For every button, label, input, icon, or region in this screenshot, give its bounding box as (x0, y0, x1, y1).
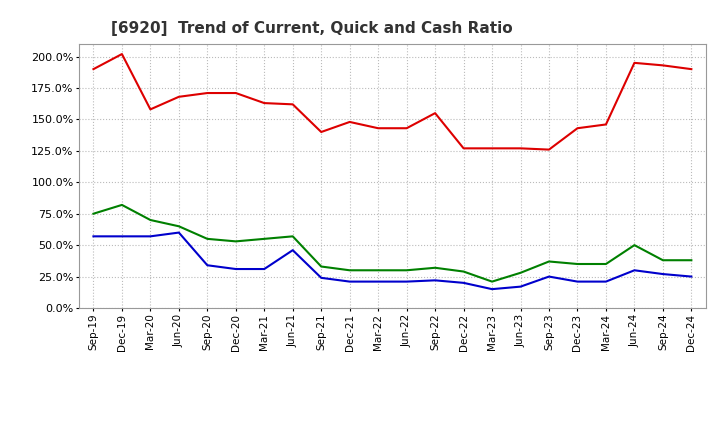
Line: Current Ratio: Current Ratio (94, 54, 691, 150)
Cash Ratio (687, 274, 696, 279)
Quick Ratio (602, 261, 611, 267)
Quick Ratio (431, 265, 439, 271)
Cash Ratio (346, 279, 354, 284)
Current Ratio (146, 107, 155, 112)
Cash Ratio (117, 234, 126, 239)
Cash Ratio (203, 263, 212, 268)
Quick Ratio (203, 236, 212, 242)
Quick Ratio (573, 261, 582, 267)
Current Ratio (232, 90, 240, 95)
Quick Ratio (317, 264, 325, 269)
Cash Ratio (516, 284, 525, 289)
Cash Ratio (317, 275, 325, 280)
Cash Ratio (89, 234, 98, 239)
Current Ratio (289, 102, 297, 107)
Cash Ratio (260, 266, 269, 271)
Quick Ratio (174, 224, 183, 229)
Cash Ratio (232, 266, 240, 271)
Cash Ratio (573, 279, 582, 284)
Quick Ratio (659, 257, 667, 263)
Cash Ratio (402, 279, 411, 284)
Quick Ratio (146, 217, 155, 223)
Quick Ratio (117, 202, 126, 208)
Current Ratio (545, 147, 554, 152)
Current Ratio (317, 129, 325, 135)
Quick Ratio (487, 279, 496, 284)
Cash Ratio (630, 268, 639, 273)
Current Ratio (402, 125, 411, 131)
Quick Ratio (687, 257, 696, 263)
Current Ratio (374, 125, 382, 131)
Line: Cash Ratio: Cash Ratio (94, 233, 691, 289)
Current Ratio (516, 146, 525, 151)
Current Ratio (687, 66, 696, 72)
Current Ratio (260, 100, 269, 106)
Quick Ratio (402, 268, 411, 273)
Current Ratio (174, 94, 183, 99)
Quick Ratio (516, 270, 525, 275)
Cash Ratio (174, 230, 183, 235)
Cash Ratio (146, 234, 155, 239)
Cash Ratio (659, 271, 667, 277)
Current Ratio (602, 122, 611, 127)
Quick Ratio (89, 211, 98, 216)
Quick Ratio (289, 234, 297, 239)
Current Ratio (659, 63, 667, 68)
Cash Ratio (545, 274, 554, 279)
Current Ratio (487, 146, 496, 151)
Cash Ratio (431, 278, 439, 283)
Line: Quick Ratio: Quick Ratio (94, 205, 691, 282)
Current Ratio (630, 60, 639, 66)
Quick Ratio (374, 268, 382, 273)
Current Ratio (346, 119, 354, 125)
Quick Ratio (459, 269, 468, 274)
Quick Ratio (346, 268, 354, 273)
Quick Ratio (232, 239, 240, 244)
Current Ratio (117, 51, 126, 57)
Current Ratio (459, 146, 468, 151)
Current Ratio (89, 66, 98, 72)
Cash Ratio (602, 279, 611, 284)
Cash Ratio (487, 286, 496, 292)
Cash Ratio (374, 279, 382, 284)
Current Ratio (431, 110, 439, 116)
Quick Ratio (630, 242, 639, 248)
Quick Ratio (545, 259, 554, 264)
Current Ratio (203, 90, 212, 95)
Current Ratio (573, 125, 582, 131)
Quick Ratio (260, 236, 269, 242)
Cash Ratio (459, 280, 468, 286)
Cash Ratio (289, 248, 297, 253)
Text: [6920]  Trend of Current, Quick and Cash Ratio: [6920] Trend of Current, Quick and Cash … (111, 21, 512, 36)
